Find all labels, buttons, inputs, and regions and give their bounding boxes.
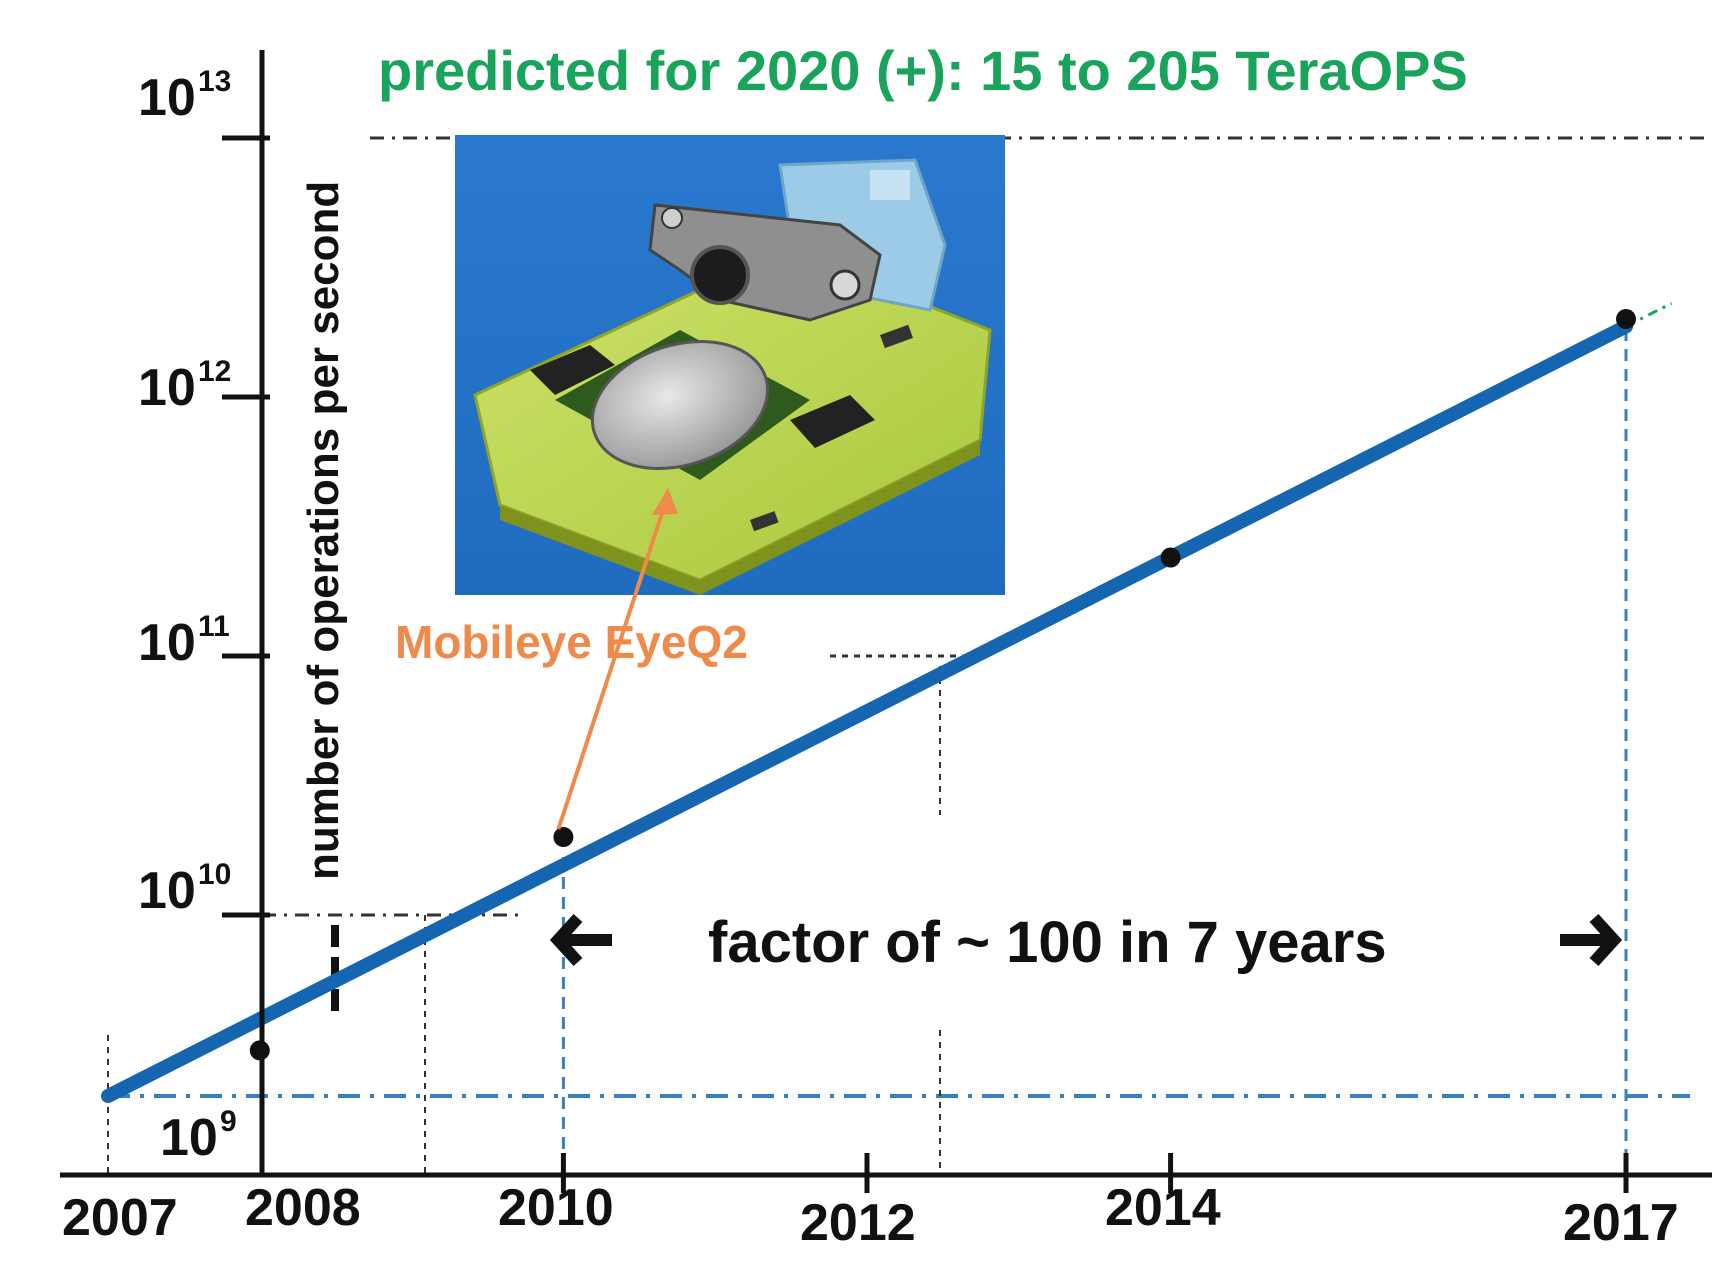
y-tick-base: 10 — [138, 862, 196, 920]
camera-lens — [690, 245, 750, 305]
data-point — [249, 1040, 270, 1061]
mobileye-board-photo — [455, 135, 1005, 595]
data-point — [553, 827, 574, 848]
reference-guides — [107, 136, 1710, 1175]
y-tick-exponent: 10 — [198, 858, 231, 891]
left-arrow-icon — [549, 913, 612, 967]
y-tick-label: 10 12 — [138, 355, 231, 417]
small-chip — [530, 345, 615, 395]
right-arrow-icon — [1560, 913, 1623, 967]
y-tick-base: 10 — [138, 69, 196, 127]
y-tick-base: 10 — [138, 614, 196, 672]
data-point — [1616, 309, 1636, 330]
chip-label: Mobileye EyeQ2 — [395, 616, 748, 668]
x-tick-label: 2017 — [1563, 1194, 1679, 1252]
y-tick-exponent: 12 — [198, 355, 231, 388]
chart-title: predicted for 2020 (+): 15 to 205 TeraOP… — [378, 39, 1468, 102]
y-tick-label: 10 11 — [138, 610, 230, 672]
y-tick-base: 10 — [138, 359, 196, 417]
eyeq2-chip — [590, 340, 770, 470]
factor-text: factor of ~ 100 in 7 years — [708, 910, 1387, 975]
data-point — [1160, 547, 1181, 568]
x-tick-label: 2010 — [498, 1179, 614, 1237]
y-axis-label: number of operations per second — [299, 181, 348, 880]
y-tick-exponent: 11 — [198, 610, 230, 643]
x-tick-label: 2012 — [800, 1194, 916, 1252]
y-tick-label: 10 13 — [138, 65, 231, 127]
camera-bracket — [648, 203, 882, 322]
x-tick-label: 2008 — [245, 1179, 361, 1237]
x-tick-label: 2014 — [1105, 1179, 1221, 1237]
y-tick-label: 10 9 — [160, 1105, 237, 1167]
y-tick-label: 10 10 — [138, 858, 231, 920]
callout-arrowhead — [652, 488, 678, 515]
x-tick-label: 2007 — [62, 1189, 178, 1247]
y-tick-exponent: 13 — [198, 65, 231, 98]
pcb-edge — [500, 440, 980, 595]
axes — [60, 50, 1712, 1193]
data-points — [249, 309, 1636, 1061]
y-tick-exponent: 9 — [220, 1105, 237, 1138]
y-tick-base: 10 — [160, 1109, 218, 1167]
trend-line — [101, 319, 1633, 1104]
x-tick-labels: 2007 2008 2010 2012 2014 2017 — [62, 1179, 1679, 1252]
factor-annotation: factor of ~ 100 in 7 years — [549, 910, 1623, 975]
callout-arrow — [556, 494, 670, 830]
small-chip — [790, 395, 875, 448]
